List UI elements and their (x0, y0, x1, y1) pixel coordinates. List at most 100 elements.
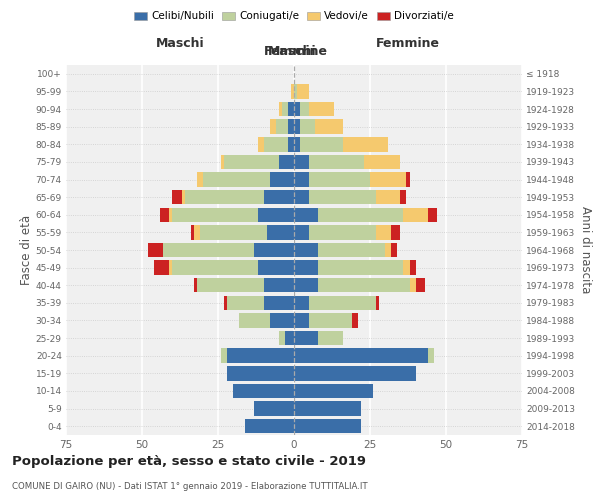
Bar (309, 225, 376, 240)
Bar (300, 102, 309, 117)
Bar (182, 190, 185, 204)
Text: Femmine: Femmine (376, 37, 440, 50)
Bar (309, 190, 376, 204)
Bar (224, 296, 227, 310)
Bar (172, 260, 257, 275)
Bar (263, 278, 294, 292)
Bar (269, 120, 276, 134)
Bar (428, 348, 434, 363)
Bar (403, 260, 410, 275)
Legend: Celibi/Nubili, Coniugati/e, Vedovi/e, Divorziati/e: Celibi/Nubili, Coniugati/e, Vedovi/e, Di… (130, 8, 458, 26)
Bar (294, 260, 319, 275)
Bar (239, 314, 269, 328)
Bar (282, 102, 288, 117)
Bar (194, 278, 197, 292)
Bar (294, 278, 319, 292)
Bar (227, 296, 263, 310)
Bar (294, 331, 319, 345)
Bar (257, 208, 294, 222)
Bar (279, 102, 282, 117)
Bar (269, 172, 294, 186)
Bar (266, 225, 294, 240)
Bar (200, 225, 266, 240)
Text: Maschi: Maschi (155, 37, 205, 50)
Bar (197, 172, 203, 186)
Bar (309, 296, 376, 310)
Bar (263, 296, 294, 310)
Bar (154, 260, 169, 275)
Bar (233, 384, 294, 398)
Bar (294, 208, 319, 222)
Bar (294, 190, 309, 204)
Bar (288, 120, 294, 134)
Bar (191, 225, 194, 240)
Y-axis label: Anni di nascita: Anni di nascita (579, 206, 592, 294)
Bar (263, 137, 288, 152)
Bar (294, 102, 300, 117)
Bar (285, 331, 294, 345)
Bar (227, 366, 294, 380)
Bar (221, 348, 227, 363)
Bar (294, 225, 309, 240)
Bar (406, 172, 410, 186)
Bar (294, 366, 416, 380)
Bar (172, 190, 182, 204)
Bar (309, 314, 352, 328)
Bar (319, 278, 410, 292)
Bar (319, 243, 385, 257)
Bar (428, 208, 437, 222)
Bar (254, 243, 294, 257)
Bar (257, 137, 263, 152)
Bar (291, 84, 294, 98)
Bar (163, 243, 254, 257)
Bar (319, 331, 343, 345)
Bar (160, 208, 169, 222)
Bar (169, 208, 172, 222)
Bar (315, 120, 343, 134)
Bar (294, 154, 309, 169)
Bar (410, 278, 416, 292)
Bar (376, 190, 400, 204)
Bar (300, 137, 343, 152)
Bar (224, 154, 279, 169)
Bar (288, 137, 294, 152)
Bar (403, 208, 428, 222)
Bar (294, 172, 309, 186)
Bar (343, 137, 388, 152)
Bar (294, 296, 309, 310)
Bar (276, 120, 288, 134)
Bar (203, 172, 269, 186)
Bar (197, 278, 263, 292)
Bar (309, 172, 370, 186)
Bar (309, 154, 364, 169)
Bar (376, 225, 391, 240)
Bar (294, 243, 319, 257)
Bar (376, 296, 379, 310)
Bar (385, 243, 391, 257)
Bar (297, 84, 309, 98)
Bar (400, 190, 406, 204)
Text: Popolazione per età, sesso e stato civile - 2019: Popolazione per età, sesso e stato civil… (12, 454, 366, 468)
Bar (294, 314, 309, 328)
Bar (263, 190, 294, 204)
Bar (410, 260, 416, 275)
Bar (364, 154, 400, 169)
Bar (221, 154, 224, 169)
Bar (294, 120, 300, 134)
Bar (294, 84, 297, 98)
Bar (148, 243, 163, 257)
Bar (294, 402, 361, 416)
Bar (416, 278, 425, 292)
Bar (391, 243, 397, 257)
Bar (227, 348, 294, 363)
Bar (172, 208, 257, 222)
Bar (352, 314, 358, 328)
Bar (254, 402, 294, 416)
Bar (300, 120, 315, 134)
Y-axis label: Fasce di età: Fasce di età (20, 215, 33, 285)
Bar (309, 102, 334, 117)
Bar (169, 260, 172, 275)
Bar (269, 314, 294, 328)
Bar (185, 190, 263, 204)
Bar (279, 331, 285, 345)
